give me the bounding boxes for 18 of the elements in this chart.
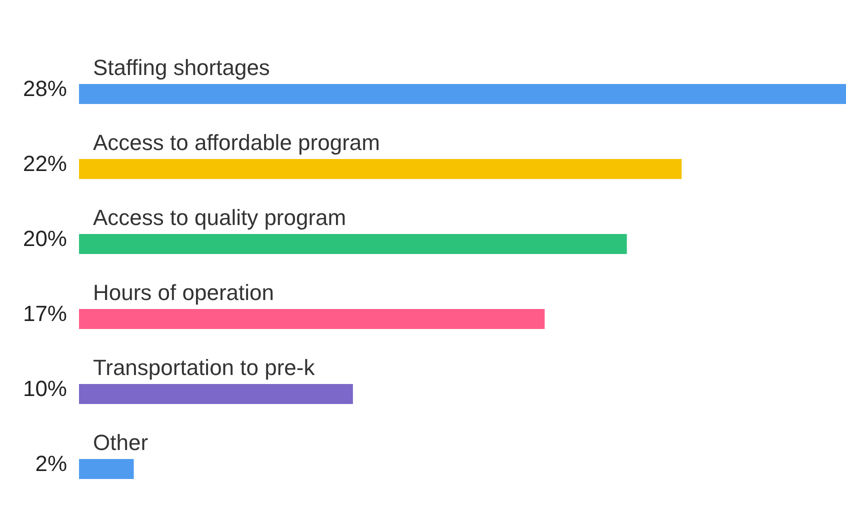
data-label: 22% [22,150,67,176]
y-tick-label: Hours of operation [93,280,274,305]
y-tick-label: Other [93,430,148,455]
bar [79,309,545,329]
y-tick-label: Access to affordable program [93,130,380,155]
bar [79,384,353,404]
data-label: 2% [35,450,67,476]
data-label: 17% [22,300,67,326]
data-label: 10% [22,376,67,401]
bar [79,159,682,179]
y-tick-label: Staffing shortages [93,55,270,80]
data-label: 20% [22,226,67,251]
bar [79,234,627,254]
y-tick-label: Transportation to pre-k [93,355,316,380]
bar [79,459,134,479]
y-tick-label: Access to quality program [93,205,346,230]
bar [79,84,846,104]
data-label: 28% [22,76,67,101]
